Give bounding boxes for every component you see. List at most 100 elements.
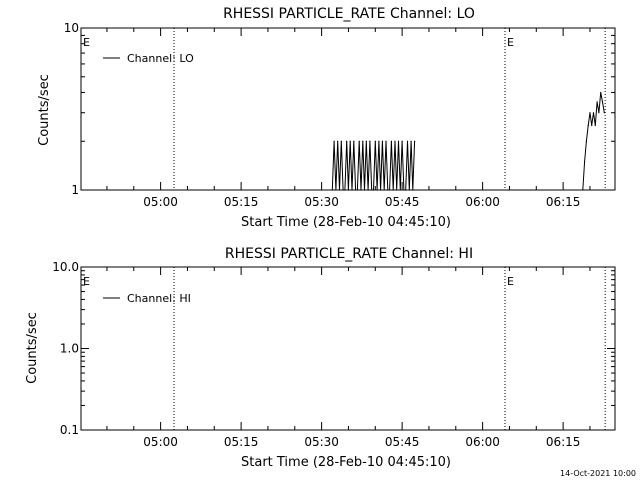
data-point bbox=[356, 189, 358, 191]
x-tick-label: 05:00 bbox=[143, 195, 178, 209]
y-tick-label: 1 bbox=[71, 183, 79, 197]
data-point bbox=[589, 112, 591, 114]
data-point bbox=[403, 189, 405, 191]
data-point bbox=[396, 189, 398, 191]
data-point bbox=[390, 140, 392, 142]
data-point bbox=[347, 189, 350, 191]
x-tick-label: 05:30 bbox=[304, 195, 339, 209]
data-point bbox=[342, 189, 344, 191]
data-point bbox=[363, 189, 366, 191]
data-point bbox=[372, 189, 375, 191]
data-point bbox=[340, 140, 342, 142]
data-point bbox=[587, 124, 589, 127]
x-tick-label: 06:00 bbox=[465, 195, 500, 209]
data-point bbox=[333, 140, 335, 142]
x-tick-label: 05:45 bbox=[385, 195, 420, 209]
annotation-e: E bbox=[507, 36, 514, 49]
data-point bbox=[392, 189, 394, 191]
y-axis-label: Counts/sec bbox=[37, 74, 52, 146]
legend-label: Channel: HI bbox=[127, 292, 191, 305]
data-point bbox=[405, 189, 407, 191]
y-axis-label: Counts/sec bbox=[25, 312, 40, 384]
data-point bbox=[369, 140, 371, 142]
annotation-e: E bbox=[83, 275, 90, 288]
data-point bbox=[394, 140, 396, 142]
data-point bbox=[344, 189, 346, 191]
data-point bbox=[335, 189, 337, 191]
footer-date: 14-Oct-2021 10:00 bbox=[560, 469, 636, 478]
data-point bbox=[388, 189, 391, 191]
axes: 05:00 05:15 05:30 05:45 06:00 06:15 0.1 1.0 10.0 bbox=[52, 260, 616, 449]
x-tick-label: 05:00 bbox=[143, 435, 178, 449]
data-point bbox=[387, 189, 389, 191]
data-point bbox=[358, 140, 360, 142]
x-axis-label: Start Time (28-Feb-10 04:45:10) bbox=[241, 455, 451, 470]
chart-title: RHESSI PARTICLE_RATE Channel: HI bbox=[225, 246, 473, 262]
data-point bbox=[349, 140, 351, 142]
x-tick-label: 05:15 bbox=[224, 435, 259, 449]
data-point bbox=[410, 140, 412, 142]
data-point bbox=[406, 140, 409, 142]
panel-hi: RHESSI PARTICLE_RATE Channel: HI 05:00 05… bbox=[25, 246, 616, 470]
vertical-lines bbox=[173, 267, 606, 430]
data-point bbox=[594, 124, 596, 127]
x-tick-label: 05:45 bbox=[385, 435, 420, 449]
panel-lo: RHESSI PARTICLE_RATE Channel: LO 05:00 05… bbox=[37, 6, 616, 230]
data-point bbox=[338, 189, 341, 191]
annotation-e: E bbox=[507, 275, 514, 288]
x-tick-label: 06:15 bbox=[546, 435, 581, 449]
x-tick-label: 06:00 bbox=[465, 435, 500, 449]
data-point bbox=[603, 112, 605, 114]
data-point bbox=[374, 140, 376, 142]
data-point bbox=[383, 189, 385, 191]
data-point bbox=[591, 124, 593, 127]
data-point bbox=[412, 189, 414, 191]
data-point bbox=[371, 189, 373, 191]
data-point bbox=[337, 140, 339, 142]
legend: Channel: LO bbox=[103, 52, 194, 65]
data-point bbox=[585, 140, 587, 142]
data-point bbox=[385, 140, 387, 142]
y-tick-label: 0.1 bbox=[60, 423, 79, 437]
data-point bbox=[360, 189, 362, 191]
data-point bbox=[346, 140, 348, 142]
data-point bbox=[399, 189, 401, 191]
y-tick-label: 1.0 bbox=[60, 342, 79, 356]
y-tick-label: 10.0 bbox=[52, 260, 79, 274]
x-axis-label: Start Time (28-Feb-10 04:45:10) bbox=[241, 215, 451, 230]
data-point bbox=[331, 189, 333, 191]
data-point bbox=[601, 101, 604, 103]
data-point bbox=[367, 189, 369, 191]
series-marks bbox=[331, 91, 605, 191]
x-tick-label: 05:15 bbox=[224, 195, 259, 209]
data-point bbox=[351, 189, 353, 191]
data-point bbox=[600, 91, 602, 94]
legend-label: Channel: LO bbox=[127, 52, 194, 65]
data-point bbox=[408, 189, 410, 191]
vertical-lines bbox=[173, 28, 606, 190]
x-tick-label: 05:30 bbox=[304, 435, 339, 449]
data-point bbox=[380, 189, 382, 191]
data-point bbox=[381, 140, 384, 142]
legend: Channel: HI bbox=[103, 292, 191, 305]
data-point bbox=[598, 112, 600, 114]
data-point bbox=[362, 140, 364, 142]
data-point bbox=[365, 140, 367, 142]
data-point bbox=[353, 140, 355, 142]
data-point bbox=[355, 189, 357, 191]
data-point bbox=[583, 160, 586, 163]
axes: 05:00 05:15 05:30 05:45 06:00 06:15 1 10 bbox=[64, 21, 616, 209]
data-point bbox=[401, 140, 403, 142]
data-point bbox=[592, 112, 595, 114]
data-point bbox=[414, 140, 416, 142]
annotation-e: E bbox=[83, 36, 90, 49]
data-point bbox=[582, 189, 584, 191]
y-tick-label: 10 bbox=[64, 21, 79, 35]
data-point bbox=[378, 140, 380, 142]
x-tick-label: 06:15 bbox=[546, 195, 581, 209]
